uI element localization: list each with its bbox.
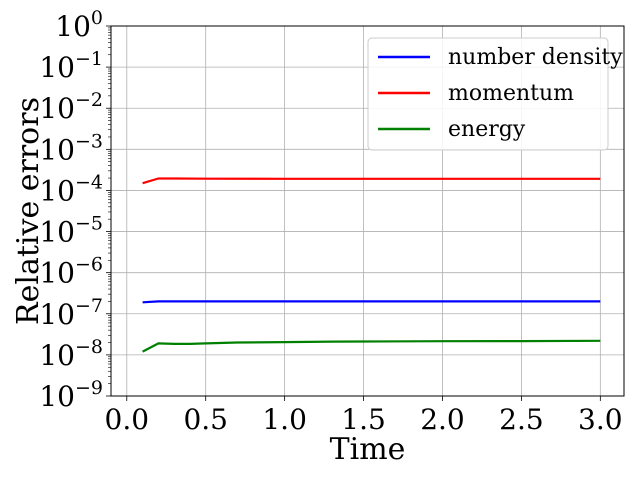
x-tick-label: 0.0 bbox=[105, 403, 150, 436]
legend-box bbox=[367, 37, 609, 151]
y-tick-label: 10−7 bbox=[39, 295, 103, 331]
x-tick-label: 0.5 bbox=[183, 403, 228, 436]
x-axis-label: Time bbox=[330, 432, 406, 467]
series-line bbox=[142, 300, 601, 304]
y-tick-label: 10−3 bbox=[39, 130, 103, 166]
y-tick-label: 10−9 bbox=[39, 377, 103, 413]
y-tick-label: 10−4 bbox=[39, 171, 103, 207]
series-line bbox=[142, 177, 601, 185]
x-axis-ticks: 0.0 0.5 1.0 1.5 2.0 2.5 3.0 bbox=[105, 396, 623, 436]
x-tick-label: 3.0 bbox=[578, 403, 623, 436]
y-tick-label: 100 bbox=[55, 7, 103, 43]
y-tick-label: 10−8 bbox=[39, 336, 103, 372]
series-line bbox=[142, 339, 601, 353]
y-tick-label: 10−6 bbox=[39, 254, 103, 290]
legend-label: number density bbox=[448, 45, 623, 70]
legend: number density momentum energy bbox=[367, 37, 623, 151]
x-tick-label: 1.0 bbox=[262, 403, 307, 436]
x-tick-label: 2.5 bbox=[499, 403, 544, 436]
x-tick-label: 1.5 bbox=[341, 403, 386, 436]
legend-label: momentum bbox=[448, 81, 574, 106]
y-tick-label: 10−1 bbox=[39, 48, 103, 84]
legend-label: energy bbox=[448, 117, 526, 142]
y-axis-ticks: 10−9 10−8 10−7 10−6 10−5 10−4 10−3 10−2 10−1 100 bbox=[39, 7, 111, 413]
x-tick-label: 2.0 bbox=[420, 403, 465, 436]
y-axis-label: Relative errors bbox=[11, 97, 46, 325]
y-tick-label: 10−5 bbox=[39, 213, 103, 249]
y-tick-label: 10−2 bbox=[39, 89, 103, 125]
data-series bbox=[142, 177, 601, 353]
plot-frame bbox=[110, 25, 625, 397]
